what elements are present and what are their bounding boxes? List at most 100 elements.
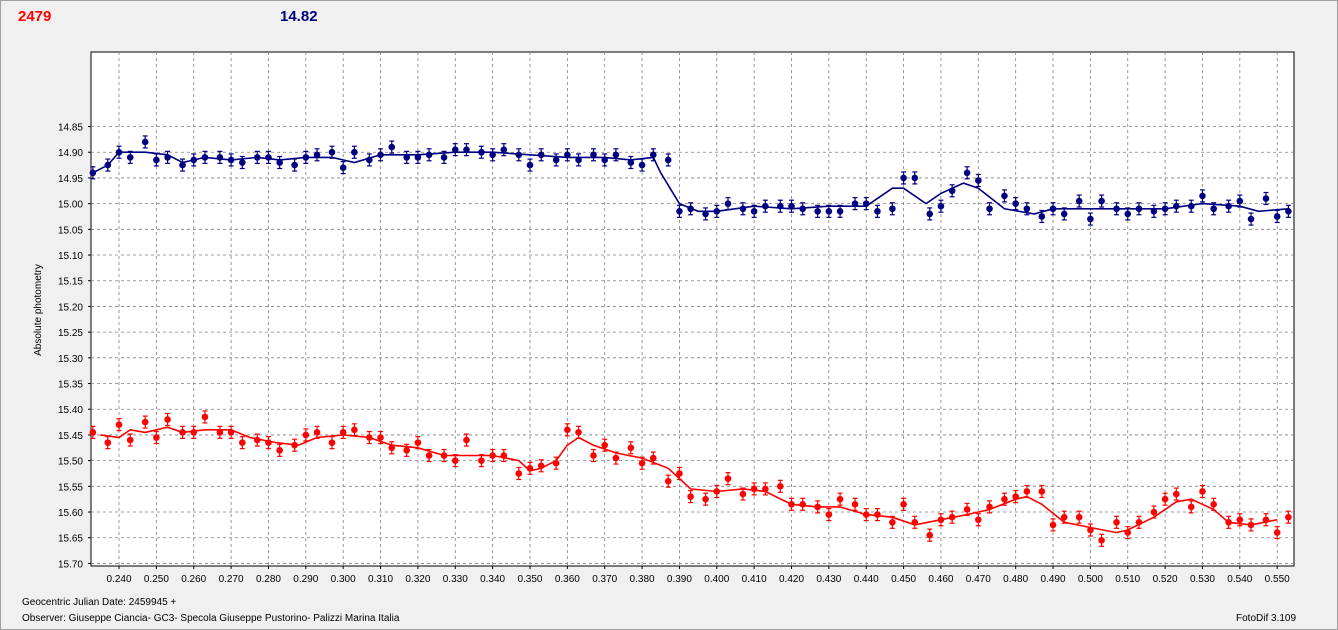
point-marker [1038, 213, 1046, 220]
point-marker [713, 208, 721, 215]
data-point [862, 197, 870, 211]
x-tick-label: 0.500 [1078, 574, 1103, 585]
data-point [1247, 212, 1255, 226]
data-point [328, 145, 336, 159]
x-tick-label: 0.280 [256, 574, 281, 585]
data-point [1087, 523, 1094, 537]
y-tick-label: 15.05 [58, 225, 83, 236]
y-tick-label: 15.30 [58, 354, 83, 365]
y-tick-label: 14.90 [58, 148, 83, 159]
point-marker [1087, 526, 1094, 534]
point-marker [590, 452, 597, 459]
data-point [724, 197, 732, 211]
x-tick-label: 0.550 [1265, 574, 1290, 585]
data-point [141, 135, 149, 149]
data-point [836, 204, 844, 218]
point-marker [1262, 516, 1270, 524]
data-point [649, 148, 657, 162]
data-point [414, 436, 422, 450]
point-marker [1001, 495, 1008, 503]
point-marker [1060, 513, 1068, 521]
series-layer [89, 135, 1292, 547]
data-point [153, 153, 160, 167]
data-point [851, 497, 859, 511]
data-point [302, 428, 310, 442]
point-marker [89, 169, 97, 177]
y-tick-label: 15.35 [58, 380, 83, 391]
data-point [351, 423, 358, 437]
data-point [986, 202, 993, 216]
data-point [874, 508, 881, 522]
data-point [1236, 194, 1244, 208]
point-marker [948, 513, 956, 521]
x-tick-label: 0.360 [555, 574, 580, 585]
data-point [126, 150, 134, 164]
point-marker [388, 143, 396, 151]
point-marker [552, 459, 560, 467]
data-point [664, 474, 672, 488]
data-point [1199, 484, 1206, 499]
point-marker [1161, 495, 1169, 503]
data-point [750, 204, 758, 218]
data-point [575, 153, 582, 167]
data-point [911, 171, 919, 185]
point-marker [440, 452, 448, 459]
point-marker [366, 156, 373, 164]
point-marker [627, 444, 635, 452]
point-marker [750, 485, 758, 493]
point-marker [825, 511, 833, 518]
data-point [1247, 518, 1255, 532]
point-marker [552, 156, 560, 164]
point-marker [1210, 501, 1217, 508]
y-tick-label: 15.65 [58, 534, 83, 545]
data-point [179, 158, 186, 172]
data-point [1273, 525, 1281, 540]
x-tick-label: 0.430 [816, 574, 841, 585]
point-marker [1113, 205, 1120, 213]
point-marker [153, 434, 160, 441]
point-marker [799, 501, 807, 508]
x-tick-label: 0.520 [1153, 574, 1178, 585]
point-marker [986, 503, 993, 511]
point-marker [601, 441, 609, 449]
data-point [190, 153, 198, 167]
data-point [926, 528, 934, 542]
data-point [975, 173, 982, 188]
data-point [377, 148, 384, 162]
plot-area [90, 51, 1295, 567]
point-marker [664, 156, 672, 164]
point-marker [227, 156, 235, 164]
data-point [1038, 209, 1046, 224]
point-marker [911, 174, 919, 182]
data-point [313, 425, 321, 439]
data-point [276, 155, 283, 170]
point-marker [1161, 205, 1169, 213]
point-marker [575, 156, 582, 164]
point-marker [638, 459, 646, 467]
point-marker [104, 439, 112, 446]
point-marker [724, 475, 732, 482]
point-marker [1173, 490, 1180, 498]
data-point [627, 155, 635, 170]
data-point [564, 148, 571, 162]
data-point [1113, 202, 1120, 216]
point-marker [1023, 205, 1031, 213]
point-marker [687, 205, 694, 213]
point-marker [339, 164, 347, 171]
point-marker [1098, 197, 1105, 205]
data-point [227, 425, 235, 439]
data-point [89, 166, 97, 180]
data-point [1187, 500, 1195, 514]
data-point [339, 425, 347, 439]
data-point [388, 441, 396, 455]
data-point [788, 199, 795, 213]
point-marker [478, 457, 485, 464]
data-point [1150, 505, 1158, 519]
data-point [440, 150, 448, 164]
point-marker [1225, 202, 1232, 210]
data-point [963, 166, 971, 180]
data-point [638, 158, 646, 172]
data-point [526, 461, 534, 475]
red-series-magnitude: 2479 [18, 8, 52, 25]
data-point [201, 150, 209, 164]
